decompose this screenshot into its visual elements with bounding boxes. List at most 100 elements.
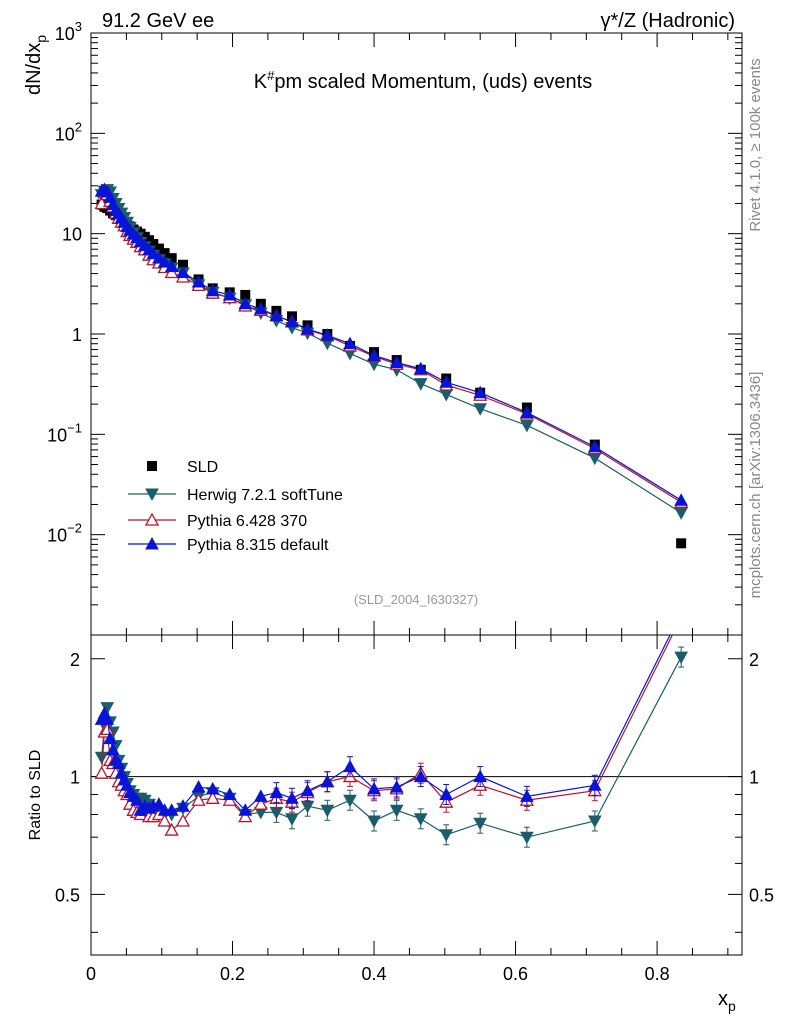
ratio-point: [520, 831, 534, 845]
y-tick-label: 10−1: [47, 420, 82, 445]
ratio-point: [343, 759, 357, 773]
y-tick-label-exponent: −2: [67, 521, 82, 536]
data-point: [159, 248, 170, 259]
ratio-point: [164, 822, 179, 836]
legend-label: Pythia 8.315 default: [187, 537, 329, 554]
data-point: [674, 493, 688, 506]
data-point: [269, 308, 284, 322]
ratio-point: [157, 813, 172, 827]
y-tick-label: 103: [55, 19, 82, 44]
ratio-point: [473, 769, 488, 783]
data-point: [413, 361, 428, 375]
data-point: [439, 375, 454, 388]
x-tick-label: 0.4: [362, 964, 387, 984]
data-point: [153, 243, 164, 254]
data-point: [177, 259, 188, 270]
ratio-point: [675, 611, 687, 622]
x-tick-label: 0: [86, 964, 96, 984]
y-tick-label-base: 1: [72, 325, 82, 345]
x-axis-label-sub: p: [728, 998, 736, 1014]
ratio-point: [300, 783, 315, 797]
header-left: 91.2 GeV ee: [102, 10, 214, 32]
ratio-point: [253, 796, 268, 810]
ratio-point: [100, 712, 115, 725]
data-point: [389, 355, 404, 368]
ratio-point: [94, 765, 109, 779]
ratio-axis-label: Ratio to SLD: [27, 750, 44, 841]
data-point: [439, 388, 454, 402]
ratio-point: [367, 815, 381, 829]
ratio-tick-label: 0.5: [55, 885, 80, 905]
ratio-point: [205, 781, 220, 795]
data-point: [164, 259, 179, 273]
ratio-tick-label-right: 1: [749, 768, 759, 788]
data-point: [587, 452, 602, 466]
ratio-panel: [90, 634, 743, 956]
ratio-point: [164, 803, 179, 816]
data-point: [176, 265, 190, 279]
legend-marker: [144, 512, 160, 526]
ratio-point: [413, 769, 428, 783]
x-axis-label: xp: [718, 988, 736, 1014]
data-point: [222, 287, 237, 301]
y-tick-label: 10: [62, 225, 82, 245]
ratio-point: [587, 815, 602, 829]
ratio-point: [176, 799, 190, 812]
ratio-point: [238, 803, 253, 816]
x-axis-label-main: x: [718, 988, 728, 1010]
ratio-point: [285, 791, 299, 804]
data-point: [166, 253, 177, 264]
y-tick-label-base: 10: [55, 24, 75, 44]
ratio-point: [389, 804, 404, 818]
y-tick-label-base: 10: [47, 425, 67, 445]
data-point: [587, 439, 602, 453]
data-point: [253, 301, 268, 315]
legend-label: Herwig 7.2.1 softTune: [187, 487, 343, 504]
y-axis-label-sub: p: [33, 35, 49, 43]
ratio-point: [674, 651, 688, 665]
ratio-point: [439, 787, 454, 800]
data-point: [238, 296, 253, 310]
data-point: [205, 283, 220, 297]
ratio-point: [285, 813, 299, 826]
chart-title-rest: pm scaled Momentum, (uds) events: [274, 71, 592, 93]
y-tick-label-base: 10: [55, 124, 75, 144]
y-tick-label-exponent: 2: [75, 119, 82, 134]
ratio-point: [175, 813, 191, 827]
y-tick-label: 10−2: [47, 521, 82, 546]
x-tick-label: 0.8: [645, 964, 670, 984]
ratio-point: [473, 817, 488, 831]
analysis-tag: (SLD_2004_I630327): [354, 592, 478, 607]
legend-label: SLD: [187, 459, 218, 476]
ratio-point: [130, 793, 144, 806]
ratio-point: [94, 751, 109, 765]
ratio-tick-label-right: 2: [749, 650, 759, 670]
mcplots-label: mcplots.cern.ch [arXiv:1306.3436]: [747, 372, 764, 599]
data-point: [343, 336, 357, 350]
ratio-series-layer: [94, 611, 688, 848]
ratio-point: [100, 722, 115, 736]
chart-title-sup: #: [267, 68, 275, 83]
legend-marker: [145, 488, 159, 502]
legend: SLD Herwig 7.2.1 softTune Pythia 6.428 370…: [128, 459, 343, 554]
data-point: [520, 405, 534, 419]
ratio-point: [103, 731, 117, 745]
data-point: [240, 289, 251, 300]
data-point: [320, 328, 335, 341]
ratio-point: [413, 813, 428, 826]
ratio-point: [238, 809, 253, 823]
ratio-tick-label: 1: [70, 768, 80, 788]
ratio-tick-label: 2: [70, 650, 80, 670]
ratio-point: [389, 780, 404, 793]
ratio-point: [106, 742, 120, 756]
data-point: [674, 507, 688, 520]
chart-title: K#pm scaled Momentum, (uds) events: [254, 68, 592, 93]
legend-marker: [145, 536, 159, 550]
y-axis-label-main: dN/dx: [23, 43, 45, 95]
ratio-tick-label-right: 0.5: [749, 885, 774, 905]
data-point: [157, 255, 172, 268]
ratio-point: [367, 781, 381, 795]
x-tick-label: 0.2: [220, 964, 245, 984]
ratio-point: [191, 792, 206, 806]
chart-title-base: K: [254, 71, 268, 93]
